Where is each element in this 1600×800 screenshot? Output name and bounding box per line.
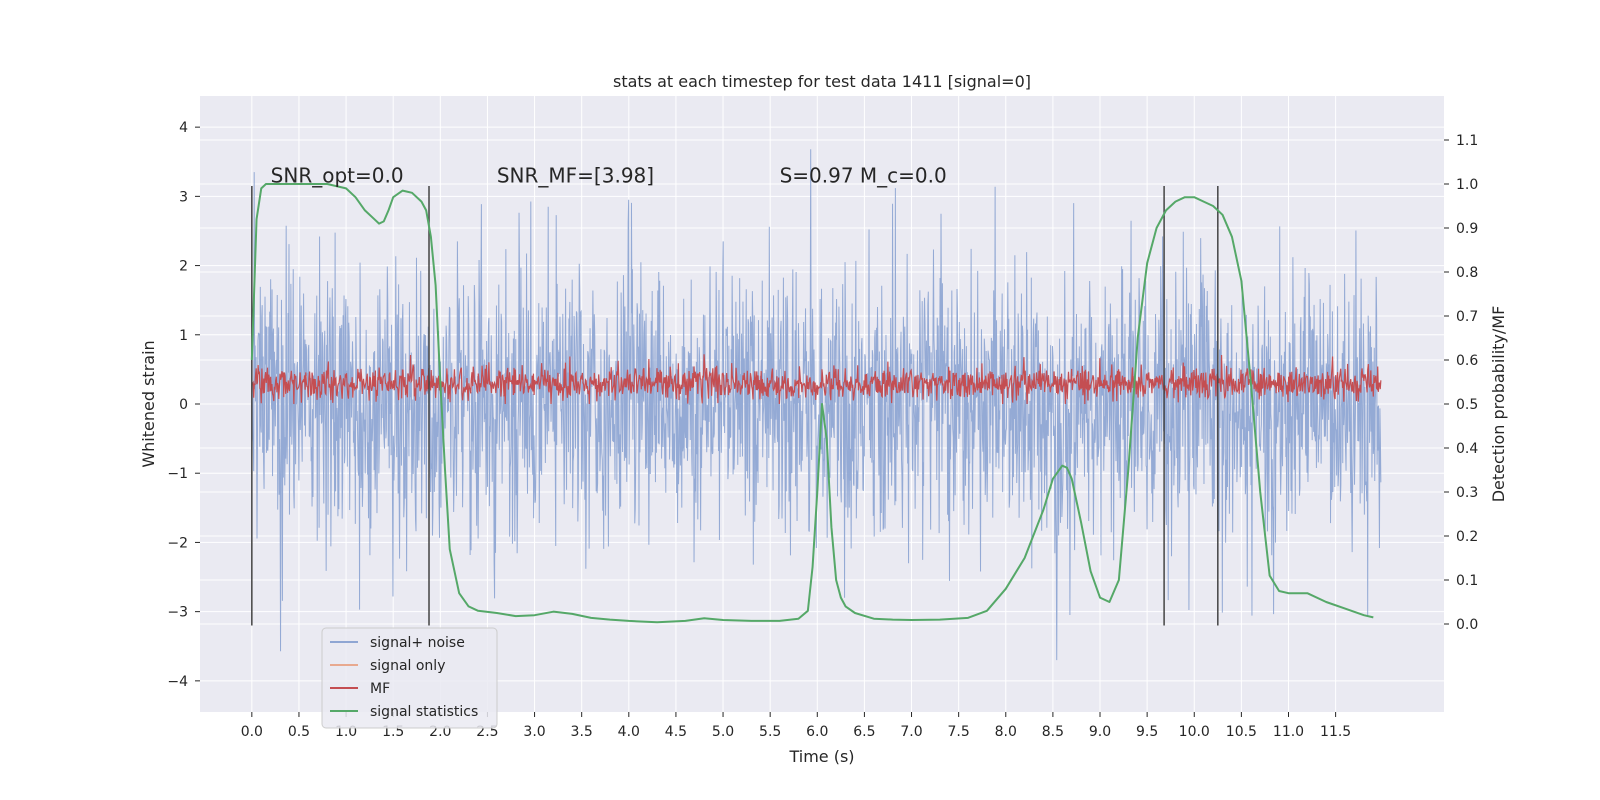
y2-tick-label: 0.1 xyxy=(1456,573,1478,589)
y2-tick-label: 0.2 xyxy=(1456,529,1478,545)
y-tick-label: 1 xyxy=(179,328,188,344)
x-tick-label: 7.0 xyxy=(900,724,922,740)
legend-box xyxy=(321,627,498,729)
x-tick-label: 4.0 xyxy=(618,724,640,740)
y-tick-label: 2 xyxy=(179,259,188,275)
annotations: SNR_opt=0.0 SNR_MF=[3.98] S=0.97 M_c=0.0 xyxy=(271,164,947,188)
y-axis-ticks: −4 −3 −2 −1 0 1 2 3 4 xyxy=(167,120,200,690)
annotation-text: S=0.97 M_c=0.0 xyxy=(780,164,947,188)
x-tick-label: 6.0 xyxy=(806,724,828,740)
x-tick-label: 0.5 xyxy=(288,724,310,740)
y2-tick-label: 0.7 xyxy=(1456,309,1478,325)
y2-tick-label: 0.9 xyxy=(1456,221,1478,237)
vertical-markers xyxy=(251,185,1219,626)
y2-tick-label: 0.3 xyxy=(1456,485,1478,501)
x-tick-label: 8.5 xyxy=(1042,724,1064,740)
annotation-text: SNR_MF=[3.98] xyxy=(497,164,654,188)
chart-title: stats at each timestep for test data 141… xyxy=(613,72,1031,91)
x-tick-label: 8.0 xyxy=(995,724,1017,740)
y-tick-label: −3 xyxy=(167,605,188,621)
x-tick-label: 4.5 xyxy=(665,724,687,740)
x-tick-label: 11.5 xyxy=(1320,724,1351,740)
x-tick-label: 3.5 xyxy=(571,724,593,740)
legend: signal+ noise signal only MF signal statist… xyxy=(321,627,498,729)
y-tick-label: −4 xyxy=(167,674,188,690)
x-tick-label: 10.5 xyxy=(1226,724,1257,740)
y-tick-label: −1 xyxy=(167,466,188,482)
annotation-text: SNR_opt=0.0 xyxy=(271,164,404,188)
legend-label: signal statistics xyxy=(370,704,478,720)
x-tick-label: 7.5 xyxy=(948,724,970,740)
y2-axis-label: Detection probability/MF xyxy=(1489,306,1508,503)
y-tick-label: −2 xyxy=(167,535,188,551)
x-axis-label: Time (s) xyxy=(788,747,854,766)
x-tick-label: 10.0 xyxy=(1179,724,1210,740)
y2-axis-ticks: 0.0 0.1 0.2 0.3 0.4 0.5 0.6 0.7 0.8 0.9 1.0 1.1 xyxy=(1444,133,1478,633)
y-tick-label: 0 xyxy=(179,397,188,413)
x-tick-label: 9.5 xyxy=(1136,724,1158,740)
signal-noise-line xyxy=(251,149,1382,661)
y2-tick-label: 0.5 xyxy=(1456,397,1478,413)
x-tick-label: 3.0 xyxy=(523,724,545,740)
y2-tick-label: 0.8 xyxy=(1456,265,1478,281)
x-tick-label: 9.0 xyxy=(1089,724,1111,740)
x-tick-label: 0.0 xyxy=(241,724,263,740)
legend-label: signal+ noise xyxy=(370,635,465,651)
legend-label: signal only xyxy=(370,658,445,674)
y-tick-label: 3 xyxy=(179,189,188,205)
y2-tick-label: 1.0 xyxy=(1456,177,1478,193)
x-tick-label: 6.5 xyxy=(853,724,875,740)
x-tick-label: 5.0 xyxy=(712,724,734,740)
y2-tick-label: 0.6 xyxy=(1456,353,1478,369)
y2-tick-label: 0.0 xyxy=(1456,617,1478,633)
x-tick-label: 5.5 xyxy=(759,724,781,740)
y-tick-label: 4 xyxy=(179,120,188,136)
x-tick-label: 11.0 xyxy=(1273,724,1304,740)
signal-statistics-line xyxy=(250,183,1374,624)
legend-label: MF xyxy=(370,681,390,697)
signal-statistics-series xyxy=(250,183,1374,624)
signal-noise-series xyxy=(251,149,1382,661)
y2-tick-label: 0.4 xyxy=(1456,441,1478,457)
y2-tick-label: 1.1 xyxy=(1456,133,1478,149)
y-axis-label: Whitened strain xyxy=(139,340,158,467)
